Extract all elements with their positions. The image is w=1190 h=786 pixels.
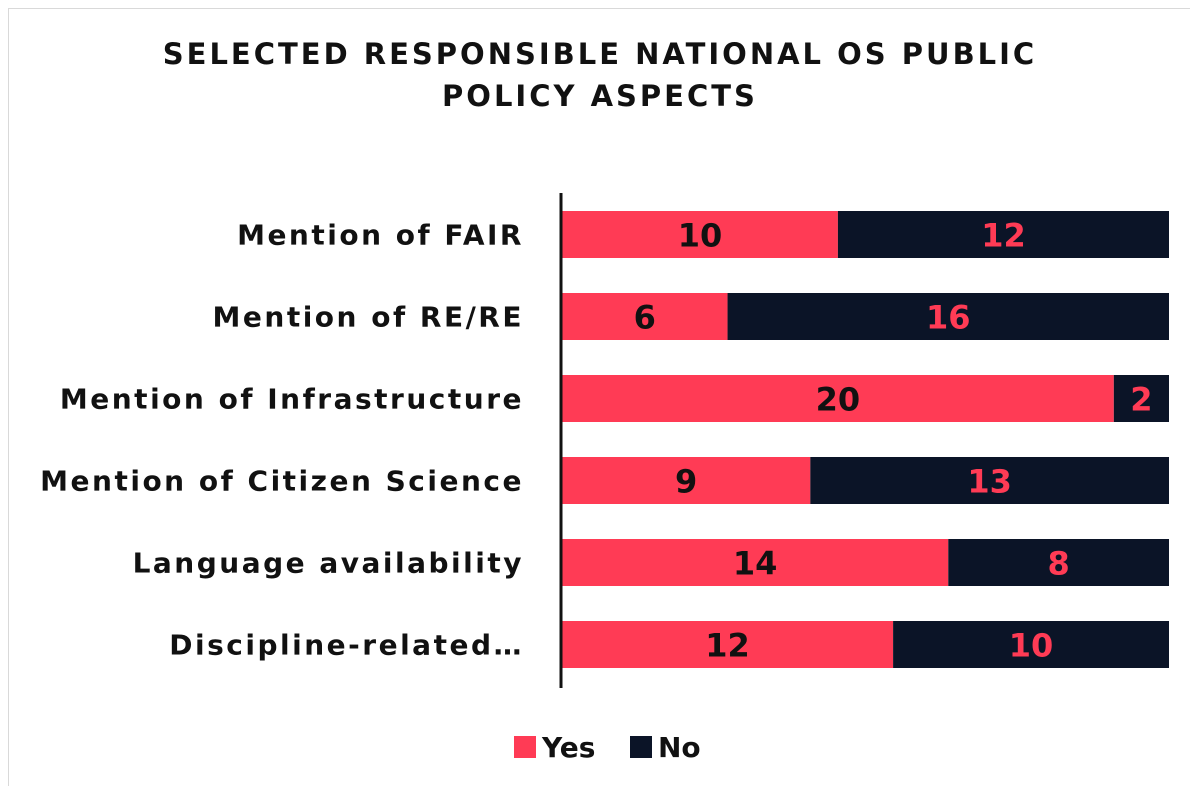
- bar-yes: [562, 539, 949, 586]
- category-label: Mention of Infrastructure: [60, 383, 524, 416]
- bar-no: [727, 293, 1169, 340]
- data-label-yes: 6: [634, 299, 656, 337]
- category-label: Language availability: [133, 547, 524, 580]
- bar-no: [948, 539, 1169, 586]
- legend-label-yes: Yes: [541, 731, 595, 764]
- data-label-yes: 12: [705, 627, 750, 665]
- category-labels: Mention of FAIR Mention of RE/RE Mention o…: [40, 219, 524, 662]
- bar-yes: [562, 621, 894, 668]
- data-label-no: 10: [1009, 627, 1054, 665]
- bar-yes: [562, 375, 1114, 422]
- category-label: Mention of FAIR: [237, 219, 524, 252]
- category-label: Mention of RE/RE: [213, 301, 524, 334]
- category-label: Mention of Citizen Science: [40, 465, 524, 498]
- data-label-no: 12: [981, 217, 1026, 255]
- data-label-no: 13: [967, 463, 1012, 501]
- legend-label-no: No: [658, 731, 701, 764]
- data-label-yes: 14: [733, 545, 778, 583]
- data-label-yes: 10: [678, 217, 723, 255]
- data-label-no: 8: [1048, 545, 1070, 583]
- bars-group: 10 12 6 16 20 2 9 13 14 8 12 10: [562, 211, 1169, 668]
- chart-title-line-1: SELECTED RESPONSIBLE NATIONAL OS PUBLIC: [163, 37, 1037, 71]
- bar-no: [837, 211, 1169, 258]
- bar-yes: [562, 457, 811, 504]
- bar-yes: [562, 211, 838, 258]
- legend: Yes No: [514, 731, 701, 764]
- data-label-yes: 9: [675, 463, 697, 501]
- bar-yes: [562, 293, 728, 340]
- data-label-no: 2: [1130, 381, 1152, 419]
- bar-no: [1113, 375, 1169, 422]
- legend-swatch-no: [630, 736, 652, 758]
- category-label: Discipline-related…: [169, 629, 524, 662]
- data-label-yes: 20: [816, 381, 861, 419]
- legend-swatch-yes: [514, 736, 536, 758]
- chart-title-line-2: POLICY ASPECTS: [442, 79, 758, 113]
- data-label-no: 16: [926, 299, 971, 337]
- bar-no: [893, 621, 1169, 668]
- bar-no: [810, 457, 1169, 504]
